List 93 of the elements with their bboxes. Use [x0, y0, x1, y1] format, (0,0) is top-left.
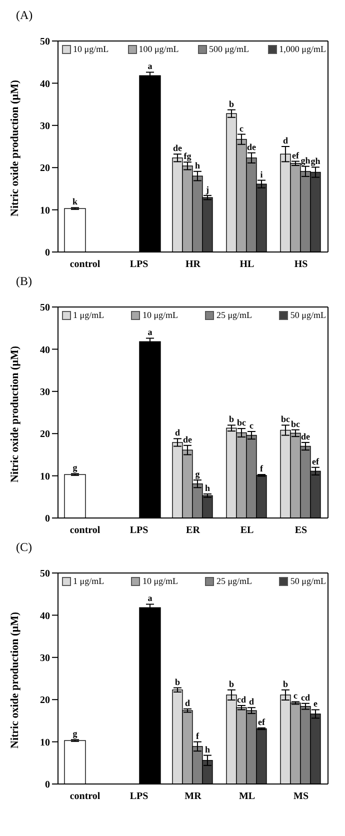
data-label: b	[282, 678, 288, 689]
y-axis-title: Nitric oxide production (μM)	[8, 80, 21, 216]
y-tick-label: 40	[40, 610, 50, 622]
data-label: ef	[292, 150, 300, 160]
y-tick-label: 30	[40, 652, 50, 664]
x-tick-label: ER	[186, 525, 201, 536]
data-label: k	[72, 196, 78, 207]
y-axis-title: Nitric oxide production (μM)	[8, 612, 21, 748]
y-tick-label: 50	[40, 36, 50, 48]
x-tick-label: ES	[294, 525, 308, 536]
y-tick-label: 40	[40, 78, 50, 90]
data-label: h	[194, 160, 200, 170]
data-label: de	[172, 143, 182, 154]
data-label: d	[248, 696, 254, 707]
data-label: ef	[312, 456, 320, 466]
data-label: de	[300, 431, 310, 442]
x-tick-label: HL	[240, 259, 255, 270]
data-label: a	[148, 61, 153, 72]
x-tick-label: LPS	[130, 791, 149, 802]
legend-label: 500 μg/mL	[208, 44, 250, 54]
data-label: f	[196, 730, 200, 741]
y-tick-label: 10	[40, 737, 50, 748]
x-tick-label: MS	[294, 791, 309, 802]
y-tick-label: 50	[40, 568, 50, 580]
data-label: a	[148, 593, 153, 604]
y-tick-label: 10	[40, 205, 50, 216]
data-label: e	[313, 698, 318, 709]
x-tick-label: control	[70, 791, 100, 802]
data-label: de	[182, 434, 192, 444]
data-label: de	[246, 142, 256, 152]
data-label: b	[228, 98, 234, 109]
legend-label: 10 μg/mL	[73, 44, 109, 54]
y-tick-label: 30	[40, 386, 50, 398]
y-tick-label: 10	[40, 471, 50, 482]
y-tick-label: 30	[40, 120, 50, 132]
y-tick-label: 40	[40, 344, 50, 356]
data-label: b	[174, 676, 180, 687]
legend-label: 100 μg/mL	[138, 44, 179, 54]
legend-label: 1 μg/mL	[73, 310, 104, 320]
data-label: h	[204, 744, 210, 754]
y-axis-title: Nitric oxide production (μM)	[8, 346, 21, 482]
data-label: h	[204, 482, 210, 493]
legend-label: 1,000 μg/mL	[279, 44, 326, 54]
y-tick-label: 20	[40, 163, 50, 174]
chart-title: (A)	[15, 8, 34, 24]
data-label: bc	[280, 414, 290, 424]
legend-label: 10 μg/mL	[142, 576, 178, 586]
data-label: gh	[310, 156, 320, 166]
data-label: i	[260, 169, 264, 180]
data-label: bc	[290, 418, 300, 429]
data-label: d	[174, 428, 180, 438]
data-label: j	[204, 184, 209, 194]
y-tick-label: 0	[45, 248, 50, 259]
x-tick-label: HS	[294, 259, 308, 270]
x-tick-label: control	[70, 259, 100, 270]
y-tick-label: 0	[45, 514, 50, 525]
chart-title: (B)	[15, 274, 33, 290]
legend-label: 1 μg/mL	[73, 576, 104, 586]
legend-label: 25 μg/mL	[216, 310, 252, 320]
y-tick-label: 20	[40, 695, 50, 706]
data-label: b	[228, 678, 234, 689]
data-label: b	[228, 414, 234, 424]
data-label: cd	[236, 694, 246, 705]
x-tick-label: control	[70, 525, 100, 536]
data-label: g	[72, 462, 78, 473]
legend-label: 50 μg/mL	[290, 310, 326, 320]
data-label: d	[282, 136, 288, 146]
data-label: g	[72, 728, 78, 739]
data-label: c	[239, 123, 244, 134]
data-label: bc	[236, 418, 246, 428]
data-label: fg	[184, 151, 192, 162]
data-label: a	[148, 327, 153, 338]
legend-label: 50 μg/mL	[290, 576, 326, 586]
x-tick-label: LPS	[130, 525, 149, 536]
data-label: c	[293, 690, 298, 701]
y-tick-label: 0	[45, 780, 50, 791]
data-label: d	[184, 698, 190, 708]
data-label: c	[249, 420, 254, 430]
data-label: g	[195, 469, 200, 480]
data-label: ef	[258, 716, 266, 727]
x-tick-label: HR	[186, 259, 202, 270]
y-tick-label: 20	[40, 429, 50, 440]
legend-label: 25 μg/mL	[216, 576, 252, 586]
x-tick-label: EL	[240, 525, 254, 536]
data-label: gh	[300, 155, 310, 166]
data-label: cd	[300, 692, 310, 702]
x-tick-label: LPS	[130, 259, 149, 270]
y-tick-label: 50	[40, 302, 50, 314]
chart-title: (C)	[15, 540, 33, 556]
x-tick-label: MR	[184, 791, 202, 802]
x-tick-label: ML	[238, 791, 256, 802]
data-label: f	[260, 464, 264, 474]
legend-label: 10 μg/mL	[142, 310, 178, 320]
